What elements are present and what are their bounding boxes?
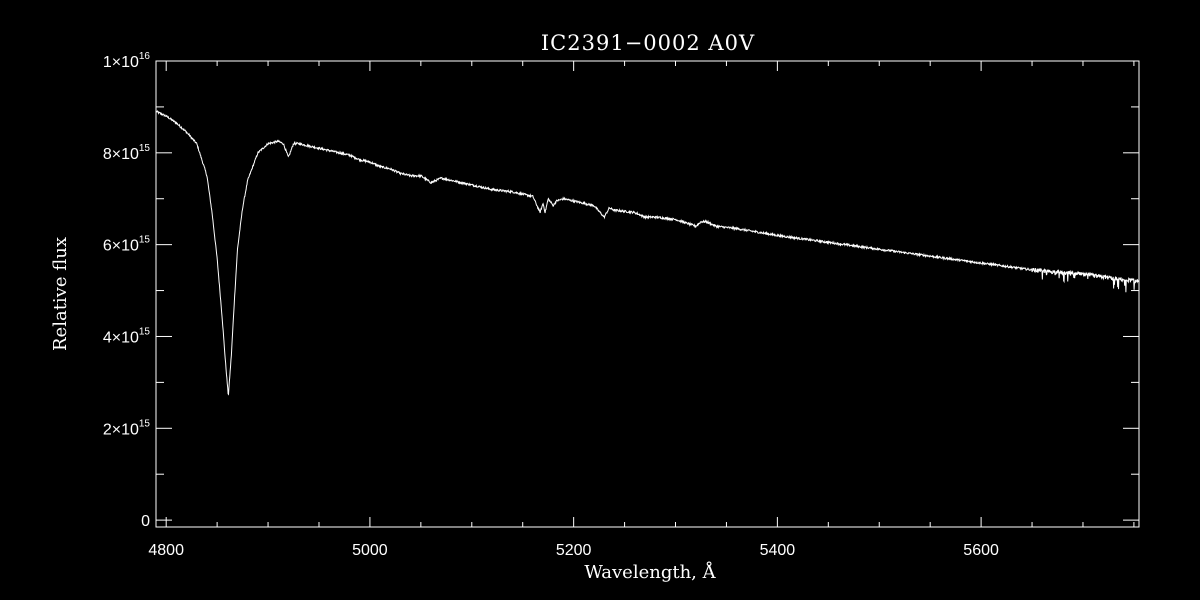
y-tick-mantissa: 4×10	[103, 329, 139, 346]
x-tick-label: 5200	[556, 542, 592, 559]
x-tick-label: 5400	[760, 542, 796, 559]
x-tick-labels: 4800 5000 5200 5400 5600	[148, 542, 999, 559]
y-tick-label: 2×1015	[103, 418, 151, 438]
x-tick-label: 5600	[963, 542, 999, 559]
y-tick-exponent: 15	[139, 326, 151, 337]
y-tick-label: 1×1016	[103, 51, 151, 71]
y-tick-exponent: 15	[139, 235, 151, 246]
y-tick-mantissa: 6×10	[103, 238, 139, 255]
chart-title: IC2391−0002 A0V	[541, 31, 755, 55]
plot-frame	[155, 60, 1140, 528]
spectrum-line	[155, 110, 1140, 396]
y-axis-label: Relative flux	[50, 237, 71, 351]
y-tick-mantissa: 0	[141, 513, 150, 530]
y-tick-mantissa: 8×10	[103, 146, 139, 163]
x-tick-label: 4800	[148, 542, 184, 559]
x-tick-label: 5000	[352, 542, 388, 559]
y-tick-label: 6×1015	[103, 235, 151, 255]
axis-ticks	[156, 60, 1139, 527]
y-tick-label: 8×1015	[103, 143, 151, 163]
y-tick-exponent: 15	[139, 143, 151, 154]
y-tick-exponent: 15	[139, 418, 151, 429]
series-group	[155, 110, 1140, 396]
y-tick-mantissa: 2×10	[103, 421, 139, 438]
y-tick-mantissa: 1×10	[103, 54, 139, 71]
y-tick-exponent: 16	[139, 51, 151, 62]
y-tick-label: 0	[141, 513, 150, 530]
y-tick-label: 4×1015	[103, 326, 151, 346]
x-axis-label: Wavelength, Å	[584, 561, 716, 583]
